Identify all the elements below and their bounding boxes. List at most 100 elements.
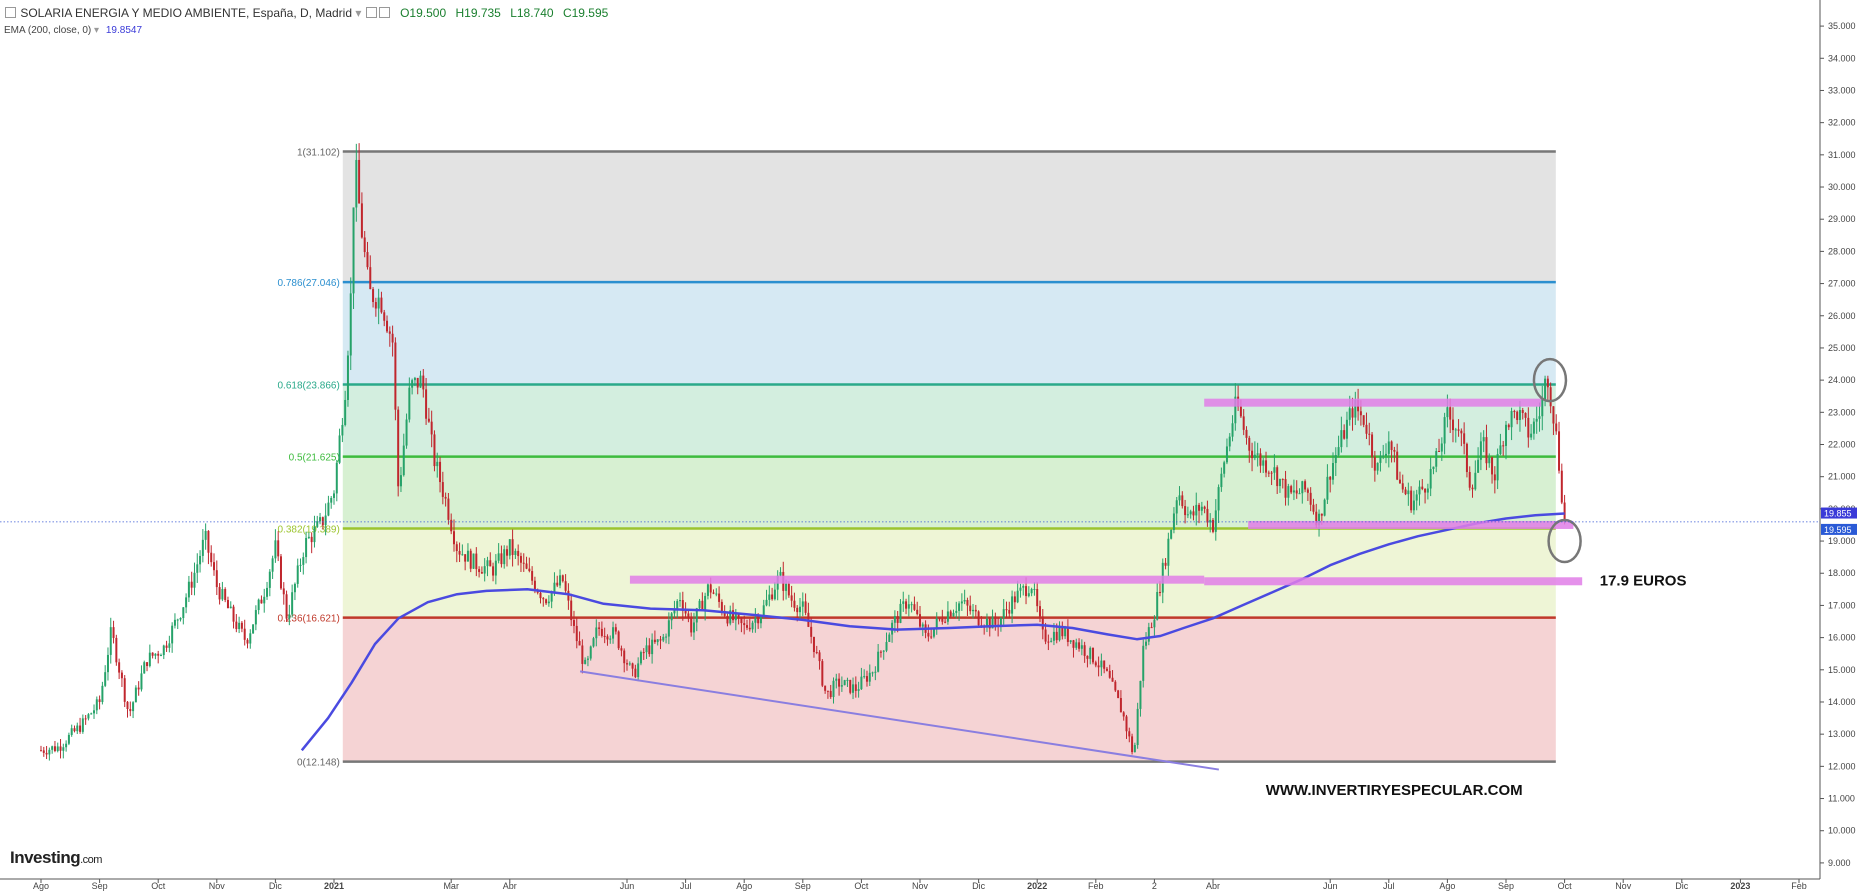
candle-body [140,673,143,690]
candle-body [1507,424,1510,428]
candle-body [59,746,62,751]
candle-body [1050,640,1053,642]
candle-body [921,624,924,627]
candle-body [162,645,165,656]
time-tick-label: Abr [1206,881,1220,891]
candle-body [210,552,213,563]
candle-body [93,710,96,714]
candle-body [1407,490,1410,495]
candle-body [1451,419,1454,431]
candle-body [218,587,221,600]
candle-body [402,445,405,476]
candle-body [1220,473,1223,488]
candle-body [935,618,938,628]
candle-body [745,625,748,628]
candle-body [154,653,157,656]
candle-body [254,610,257,625]
close-icon[interactable] [378,7,390,18]
candle-body [1041,616,1044,630]
candle-body [796,607,799,613]
candle-body [955,610,958,613]
candle-body [1457,429,1460,431]
candle-body [411,380,414,388]
candle-body [676,601,679,610]
candle-body [740,617,743,624]
candle-body [759,616,762,624]
candle-body [436,461,439,467]
candle-body [257,599,260,611]
candle-body [452,531,455,545]
candle-body [539,592,542,599]
candle-body [243,628,246,640]
time-tick-label: Feb [1088,881,1104,891]
candle-body [824,685,827,691]
candle-body [1315,511,1318,526]
chevron-down-icon[interactable]: ▾ [94,25,100,36]
indicator-value: 19.8547 [105,25,143,36]
candle-body [1080,645,1083,649]
candle-body [1022,586,1025,588]
candle-body [765,599,768,606]
candle-body [1516,411,1519,420]
candle-body [634,668,637,678]
candle-body [885,641,888,651]
candle-body [388,331,391,334]
candle-body [852,684,855,693]
candle-body [656,639,659,643]
candle-body [433,434,436,467]
candle-body [581,645,584,664]
candle-body [1036,588,1039,607]
candle-body [1156,591,1159,620]
candle-body [1125,716,1128,732]
candle-body [1097,665,1100,668]
candle-body [801,601,804,607]
candle-body [525,563,528,569]
candle-body [508,539,511,556]
price-tick-label: 19.000 [1828,536,1856,546]
candle-body [1214,510,1217,532]
candle-body [159,655,162,657]
candle-body [930,636,933,638]
candle-body [958,603,961,611]
chevron-down-icon[interactable]: ▾ [355,6,362,20]
candle-body [1345,419,1348,439]
candle-body [843,680,846,686]
candle-body [444,496,447,499]
candle-body [321,517,324,526]
fib-level-label: 0.236(16.621) [278,614,340,625]
fib-zone [342,384,1556,457]
settings-icon[interactable] [365,7,377,18]
candle-body [1131,736,1134,753]
candle-body [1552,406,1555,424]
candle-body [985,618,988,627]
time-tick-label: Dic [269,881,282,891]
candle-body [1256,453,1259,455]
candle-body [517,550,520,557]
candle-body [1265,460,1268,473]
candle-body [419,375,422,388]
candle-body [531,571,534,581]
candle-body [1323,499,1326,516]
candle-body [754,617,757,623]
candle-body [1354,399,1357,418]
candle-body [737,613,740,618]
candle-body [399,475,402,487]
candle-body [1122,712,1125,717]
candle-body [1016,590,1019,603]
candle-body [832,680,835,698]
candle-body [274,540,277,559]
candle-body [1443,417,1446,444]
candle-body [659,639,662,641]
candle-body [620,648,623,651]
candle-body [1192,511,1195,516]
candle-body [1047,641,1050,643]
candle-body [492,566,495,576]
candle-body [282,588,285,595]
time-tick-label: Mar [443,881,459,891]
candle-body [129,709,132,712]
candle-body [1524,412,1527,418]
candle-body [1066,627,1069,642]
candle-body [168,643,171,648]
